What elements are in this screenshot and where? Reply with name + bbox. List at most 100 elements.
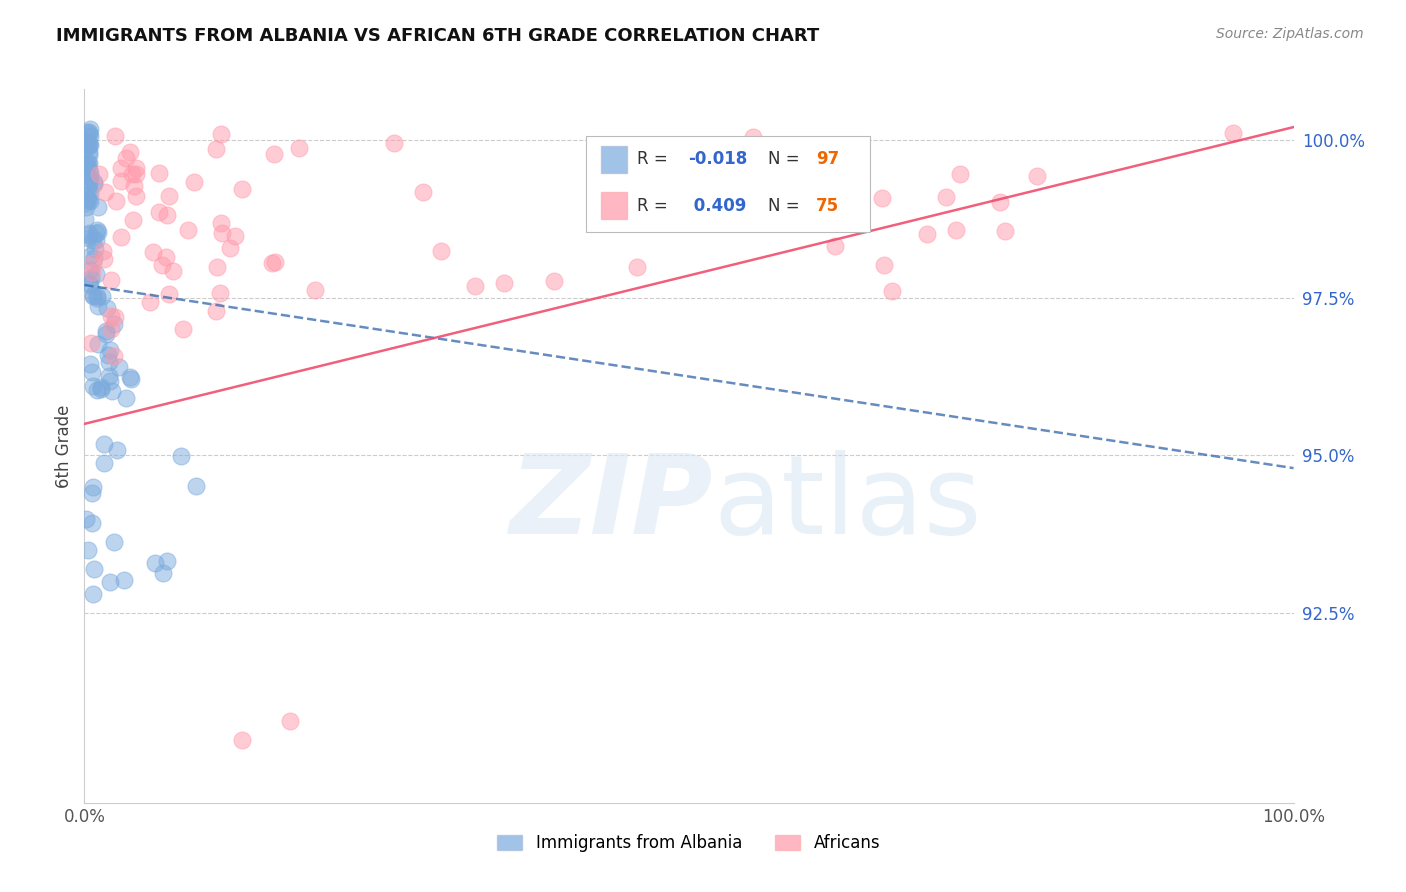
Point	[91, 244, 114, 258]
Point	[75, 135, 97, 149]
Point	[87, 168, 110, 182]
Point	[90, 289, 112, 303]
Point	[288, 141, 311, 155]
Point	[204, 143, 226, 157]
Point	[77, 227, 100, 242]
Point	[79, 194, 101, 208]
Point	[115, 152, 138, 166]
Point	[98, 355, 121, 369]
Point	[100, 343, 122, 358]
Point	[103, 318, 125, 332]
Point	[219, 242, 242, 256]
Point	[79, 187, 101, 202]
Point	[83, 252, 105, 266]
Point	[87, 200, 110, 214]
Text: R =: R =	[637, 150, 673, 168]
Point	[107, 359, 129, 374]
Point	[87, 336, 110, 351]
Point	[86, 267, 108, 281]
Point	[77, 163, 100, 178]
Point	[77, 276, 100, 290]
Point	[77, 192, 100, 206]
Point	[77, 139, 100, 153]
Point	[77, 137, 100, 152]
Point	[77, 145, 100, 159]
Point	[231, 182, 253, 196]
Point	[110, 161, 132, 176]
Point	[741, 130, 763, 145]
Point	[77, 125, 100, 139]
Text: -0.018: -0.018	[688, 150, 747, 168]
Text: IMMIGRANTS FROM ALBANIA VS AFRICAN 6TH GRADE CORRELATION CHART: IMMIGRANTS FROM ALBANIA VS AFRICAN 6TH G…	[56, 27, 820, 45]
Point	[211, 216, 233, 230]
Point	[84, 233, 107, 247]
Point	[155, 251, 177, 265]
Point	[93, 185, 115, 199]
Point	[122, 179, 145, 194]
Point	[176, 223, 198, 237]
Point	[103, 349, 125, 363]
Text: atlas: atlas	[713, 450, 981, 557]
Point	[115, 391, 138, 405]
Point	[77, 183, 100, 197]
Point	[278, 714, 301, 728]
Point	[86, 223, 108, 237]
Point	[82, 379, 104, 393]
Point	[79, 137, 101, 152]
Point	[209, 285, 232, 300]
Point	[79, 226, 101, 240]
Point	[76, 158, 98, 172]
Point	[162, 264, 184, 278]
Point	[138, 295, 160, 310]
Point	[156, 554, 179, 568]
Point	[1222, 127, 1244, 141]
Point	[626, 260, 648, 274]
Text: ZIP: ZIP	[509, 450, 713, 557]
Point	[110, 230, 132, 244]
Text: R =: R =	[637, 196, 673, 214]
Point	[80, 485, 103, 500]
Point	[231, 732, 253, 747]
Point	[93, 437, 115, 451]
Point	[82, 289, 104, 303]
Point	[142, 244, 165, 259]
Point	[304, 283, 326, 297]
Point	[97, 368, 120, 383]
Text: Source: ZipAtlas.com: Source: ZipAtlas.com	[1216, 27, 1364, 41]
Text: 75: 75	[815, 196, 839, 214]
Point	[77, 155, 100, 169]
Point	[110, 174, 132, 188]
Point	[994, 225, 1017, 239]
Point	[125, 161, 148, 175]
Point	[150, 258, 173, 272]
Point	[77, 543, 100, 558]
Point	[75, 195, 97, 210]
Point	[120, 370, 142, 384]
Text: N =: N =	[768, 196, 804, 214]
Point	[86, 383, 108, 397]
Point	[82, 234, 104, 248]
Point	[205, 260, 228, 274]
Point	[96, 301, 118, 315]
Point	[80, 336, 103, 351]
Text: 0.409: 0.409	[688, 196, 747, 214]
Point	[83, 242, 105, 256]
Point	[104, 310, 127, 324]
Point	[76, 191, 98, 205]
Point	[94, 326, 117, 341]
Point	[76, 231, 98, 245]
Bar	[600, 192, 627, 219]
Point	[464, 278, 486, 293]
Point	[121, 168, 143, 182]
Point	[209, 127, 232, 141]
Point	[73, 141, 96, 155]
Point	[79, 357, 101, 371]
Point	[98, 374, 121, 388]
Point	[112, 573, 135, 587]
Point	[84, 227, 107, 241]
Point	[93, 252, 115, 267]
Point	[880, 284, 903, 298]
Point	[75, 200, 97, 214]
Point	[79, 122, 101, 136]
Point	[492, 277, 515, 291]
